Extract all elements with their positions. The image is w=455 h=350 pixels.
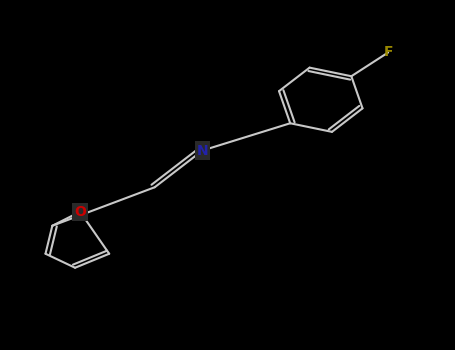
Text: O: O [74,205,86,219]
Text: N: N [197,144,208,158]
Text: F: F [384,46,393,60]
